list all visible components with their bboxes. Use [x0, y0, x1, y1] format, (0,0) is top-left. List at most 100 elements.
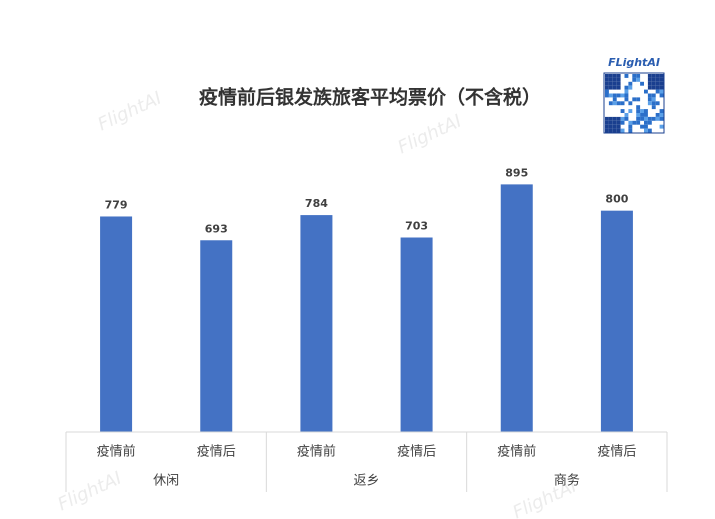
qr-cell [608, 120, 613, 125]
qr-cell [612, 124, 617, 129]
qr-cell [659, 113, 664, 117]
qr-cell [647, 81, 652, 86]
qr-cell [655, 74, 660, 78]
qr-cell [608, 77, 613, 82]
qr-cell [605, 128, 609, 133]
qr-cell [659, 109, 664, 113]
qr-cell [608, 85, 613, 90]
qr-cell [620, 93, 625, 98]
qr-cell [620, 109, 625, 113]
qr-cell [640, 109, 644, 113]
bar [600, 210, 633, 432]
qr-code [603, 72, 665, 134]
qr-cell [608, 93, 613, 98]
qr-cell [624, 116, 629, 121]
qr-cell [612, 101, 617, 106]
qr-cell [605, 81, 609, 86]
qr-cell [651, 81, 656, 86]
qr-cell [616, 128, 621, 133]
qr-cell [636, 74, 641, 78]
qr-cell [659, 85, 664, 90]
qr-cell [605, 93, 609, 98]
qr-cell [651, 85, 656, 90]
qr-cell [616, 74, 621, 78]
qr-cell [624, 85, 629, 90]
qr-cell [605, 74, 609, 78]
qr-cell [647, 128, 652, 133]
qr-cell [612, 93, 617, 98]
qr-cell [620, 128, 625, 133]
qr-cell [632, 97, 637, 102]
qr-cell [628, 120, 633, 125]
qr-cell [636, 116, 641, 121]
qr-cell [608, 116, 613, 121]
value-label: 800 [605, 193, 628, 206]
qr-cell [644, 113, 648, 117]
qr-cell [647, 93, 652, 98]
qr-cell [612, 120, 617, 125]
qr-cell [659, 81, 664, 86]
qr-cell [620, 116, 625, 121]
qr-cell [647, 77, 652, 82]
qr-cell [612, 116, 617, 121]
qr-cell [640, 116, 644, 121]
qr-cell [605, 89, 609, 94]
qr-cell [636, 105, 641, 110]
qr-cell [616, 116, 621, 121]
qr-cell [612, 97, 617, 102]
qr-cell [655, 101, 660, 106]
group-label: 返乡 [353, 474, 379, 489]
value-label: 703 [405, 220, 428, 233]
qr-cell [644, 124, 648, 129]
qr-cell [651, 97, 656, 102]
qr-cell [624, 89, 629, 94]
qr-cell [624, 93, 629, 98]
qr-cell [651, 74, 656, 78]
qr-cell [640, 81, 644, 86]
qr-cell [612, 128, 617, 133]
qr-cell [612, 77, 617, 82]
qr-cell [624, 113, 629, 117]
value-label: 693 [205, 222, 228, 235]
group-label: 休闲 [153, 474, 179, 489]
qr-cell [640, 113, 644, 117]
qr-cell [628, 128, 633, 133]
group-label: 商务 [554, 473, 580, 489]
qr-cell [651, 77, 656, 82]
bar [400, 237, 433, 432]
qr-cell [647, 120, 652, 125]
qr-cell [647, 101, 652, 106]
qr-cell [636, 97, 641, 102]
qr-cell [605, 116, 609, 121]
x-tick-label: 疫情后 [197, 444, 236, 460]
qr-cell [655, 89, 660, 94]
qr-cell [612, 74, 617, 78]
qr-cell [605, 124, 609, 129]
qr-cell [644, 116, 648, 121]
qr-cell [628, 85, 633, 90]
bar [100, 216, 133, 432]
x-tick-label: 疫情后 [597, 444, 636, 460]
qr-cell [616, 124, 621, 129]
qr-cell [616, 120, 621, 125]
qr-cell [620, 120, 625, 125]
qr-cell [651, 93, 656, 98]
value-label: 779 [105, 198, 128, 211]
qr-cell [605, 85, 609, 90]
qr-cell [647, 116, 652, 121]
qr-cell [636, 113, 641, 117]
qr-cell [659, 74, 664, 78]
qr-cell [647, 97, 652, 102]
qr-cell [608, 101, 613, 106]
qr-cell [644, 120, 648, 125]
qr-cell [612, 81, 617, 86]
qr-cell [608, 81, 613, 86]
qr-cell [651, 101, 656, 106]
qr-cell [616, 81, 621, 86]
qr-cell [612, 85, 617, 90]
qr-cell [655, 77, 660, 82]
qr-cell [644, 89, 648, 94]
qr-cell [605, 77, 609, 82]
qr-cell [655, 116, 660, 121]
